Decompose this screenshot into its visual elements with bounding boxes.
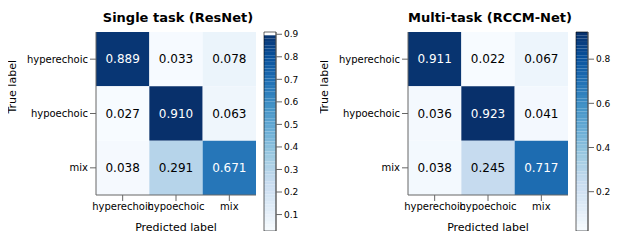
svg-text:0.027: 0.027: [105, 107, 139, 121]
svg-text:True label: True label: [320, 60, 331, 114]
svg-text:Predicted label: Predicted label: [447, 221, 529, 231]
svg-text:0.2: 0.2: [596, 187, 610, 197]
svg-text:0.8: 0.8: [284, 52, 299, 62]
svg-text:0.033: 0.033: [159, 52, 193, 66]
svg-text:0.022: 0.022: [471, 52, 505, 66]
svg-text:0.078: 0.078: [212, 52, 246, 66]
svg-text:0.063: 0.063: [212, 107, 246, 121]
svg-text:0.9: 0.9: [284, 29, 299, 39]
svg-text:0.4: 0.4: [284, 142, 299, 152]
svg-text:0.8: 0.8: [596, 54, 611, 64]
svg-text:0.1: 0.1: [284, 210, 298, 220]
svg-text:0.5: 0.5: [284, 120, 298, 130]
svg-text:0.911: 0.911: [417, 52, 451, 66]
svg-text:hypoechoic: hypoechoic: [147, 201, 204, 212]
svg-text:0.7: 0.7: [284, 75, 298, 85]
html-text:Single task (ResNet): Single task (ResNet): [102, 10, 254, 25]
svg-text:Predicted label: Predicted label: [135, 221, 217, 231]
svg-text:0.2: 0.2: [284, 187, 298, 197]
svg-text:mix: mix: [220, 201, 239, 212]
svg-text:0.291: 0.291: [159, 161, 193, 175]
svg-text:0.6: 0.6: [284, 97, 299, 107]
svg-text:hypoechoic: hypoechoic: [343, 108, 400, 119]
svg-text:0.067: 0.067: [524, 52, 558, 66]
svg-text:0.4: 0.4: [596, 143, 611, 153]
svg-text:hyperechoic: hyperechoic: [339, 54, 400, 65]
svg-text:hypoechoic: hypoechoic: [459, 201, 516, 212]
svg-text:0.245: 0.245: [471, 161, 505, 175]
svg-text:0.717: 0.717: [524, 161, 558, 175]
svg-text:0.671: 0.671: [212, 161, 246, 175]
svg-text:0.923: 0.923: [471, 107, 505, 121]
svg-text:0.889: 0.889: [105, 52, 139, 66]
svg-text:0.6: 0.6: [596, 99, 611, 109]
svg-text:hyperechoic: hyperechoic: [92, 201, 153, 212]
svg-text:mix: mix: [532, 201, 551, 212]
svg-text:mix: mix: [70, 162, 89, 173]
svg-text:0.041: 0.041: [524, 107, 558, 121]
svg-text:0.3: 0.3: [284, 165, 298, 175]
svg-text:0.038: 0.038: [105, 161, 139, 175]
svg-text:0.036: 0.036: [417, 107, 451, 121]
svg-text:hypoechoic: hypoechoic: [31, 108, 88, 119]
html-text:Multi-task (RCCM-Net): Multi-task (RCCM-Net): [408, 10, 572, 25]
svg-text:hyperechoic: hyperechoic: [27, 54, 88, 65]
svg-text:0.910: 0.910: [159, 107, 193, 121]
svg-text:mix: mix: [382, 162, 401, 173]
svg-text:True label: True label: [8, 60, 19, 114]
svg-text:hyperechoic: hyperechoic: [404, 201, 465, 212]
svg-text:0.038: 0.038: [417, 161, 451, 175]
